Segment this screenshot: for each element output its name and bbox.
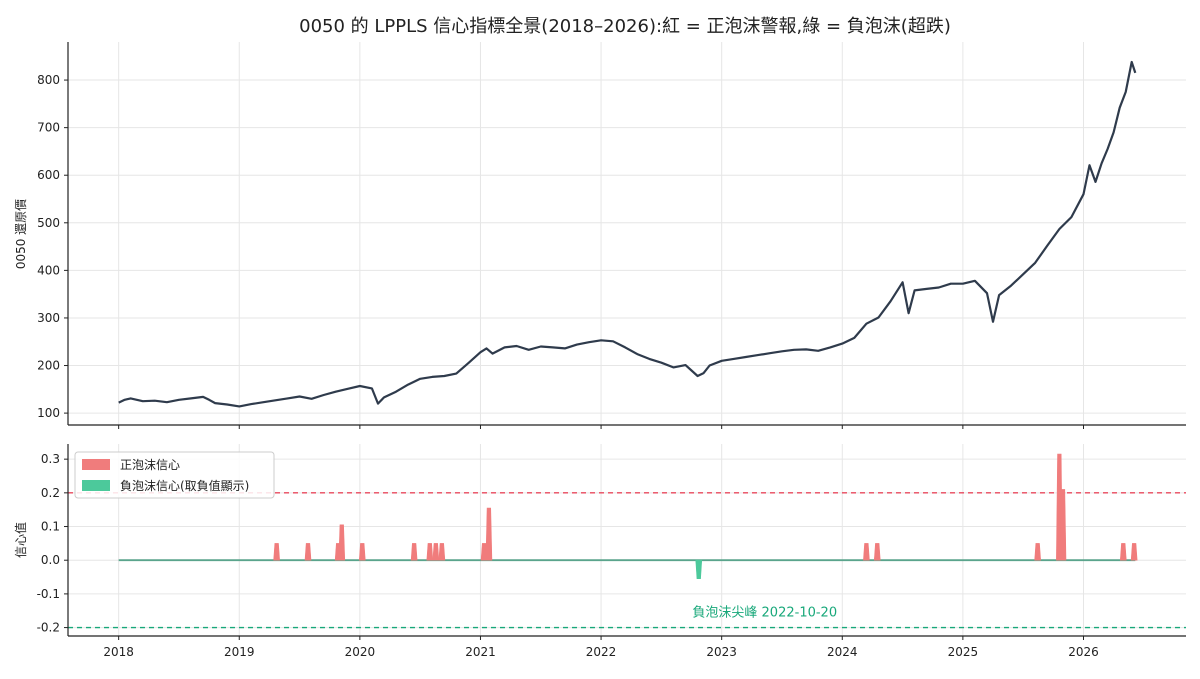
chart-title: 0050 的 LPPLS 信心指標全景(2018–2026):紅 = 正泡沫警報…	[299, 16, 951, 37]
bottom-panel-y-tick-label: 0.0	[41, 553, 60, 567]
positive-confidence-spike	[873, 543, 881, 561]
legend-swatch-positive	[82, 459, 110, 470]
top-panel-y-axis-ticks: 100 200 300 400 500 600 700 800	[37, 73, 1084, 429]
positive-confidence-spike	[273, 543, 280, 561]
negative-bubble-annotation: 負泡沫尖峰 2022-10-20	[692, 605, 837, 620]
x-tick-label: 2020	[345, 645, 376, 659]
top-panel-y-tick-label: 400	[37, 263, 60, 277]
negative-confidence-spike	[695, 559, 703, 580]
top-panel-grid	[68, 42, 1186, 425]
legend-box	[74, 451, 275, 499]
top-panel-y-tick-label: 800	[37, 73, 60, 87]
bottom-panel-y-tick-label: -0.2	[37, 621, 60, 635]
bottom-panel-y-tick-label: -0.1	[37, 587, 60, 601]
legend-swatch-negative	[82, 480, 110, 491]
price-line	[118, 60, 1137, 408]
top-panel-y-tick-label: 700	[37, 121, 60, 135]
positive-confidence-spike	[426, 543, 434, 561]
positive-confidence-spike	[1059, 489, 1067, 561]
bottom-panel-y-axis-ticks: 0.3 0.2 0.1 0.0 -0.1 -0.2	[37, 452, 68, 635]
top-panel-y-tick-label: 500	[37, 216, 60, 230]
top-panel-y-tick-label: 100	[37, 406, 60, 420]
x-tick-label: 2025	[948, 645, 979, 659]
confidence-spikes	[273, 453, 1138, 580]
x-tick-label: 2021	[465, 645, 496, 659]
positive-confidence-spike	[438, 543, 446, 561]
positive-confidence-spike	[358, 543, 366, 561]
top-panel-y-tick-label: 600	[37, 168, 60, 182]
x-tick-label: 2026	[1068, 645, 1099, 659]
positive-confidence-spike	[338, 524, 346, 561]
threshold-lines	[68, 492, 1186, 629]
positive-confidence-spike	[304, 543, 312, 561]
positive-confidence-spike	[432, 543, 440, 561]
x-tick-label: 2022	[586, 645, 617, 659]
positive-confidence-spike	[1119, 543, 1127, 561]
top-panel-y-axis-label: 0050 還原價	[14, 199, 28, 269]
positive-confidence-spike	[485, 507, 493, 561]
positive-confidence-spike	[410, 543, 418, 561]
positive-confidence-spike	[1130, 543, 1138, 561]
top-panel-y-tick-label: 200	[37, 359, 60, 373]
bottom-panel-y-tick-label: 0.1	[41, 520, 60, 534]
bottom-panel-x-axis-ticks: 2018 2019 2020 2021 2022 2023 2024 2025 2026	[103, 636, 1099, 659]
positive-confidence-spike	[1034, 543, 1041, 561]
legend: 正泡沫信心 負泡沫信心(取負值顯示)	[74, 451, 275, 499]
x-tick-label: 2018	[103, 645, 134, 659]
positive-confidence-spike	[480, 543, 488, 561]
top-panel-y-tick-label: 300	[37, 311, 60, 325]
legend-label-positive: 正泡沫信心	[120, 458, 180, 472]
x-tick-label: 2019	[224, 645, 255, 659]
positive-confidence-spike	[863, 543, 870, 561]
bottom-panel-y-tick-label: 0.3	[41, 452, 60, 466]
legend-label-negative: 負泡沫信心(取負值顯示)	[120, 478, 249, 493]
bottom-panel-y-axis-label: 信心值	[13, 522, 28, 558]
x-tick-label: 2023	[706, 645, 737, 659]
bottom-panel-y-tick-label: 0.2	[41, 486, 60, 500]
x-tick-label: 2024	[827, 645, 858, 659]
